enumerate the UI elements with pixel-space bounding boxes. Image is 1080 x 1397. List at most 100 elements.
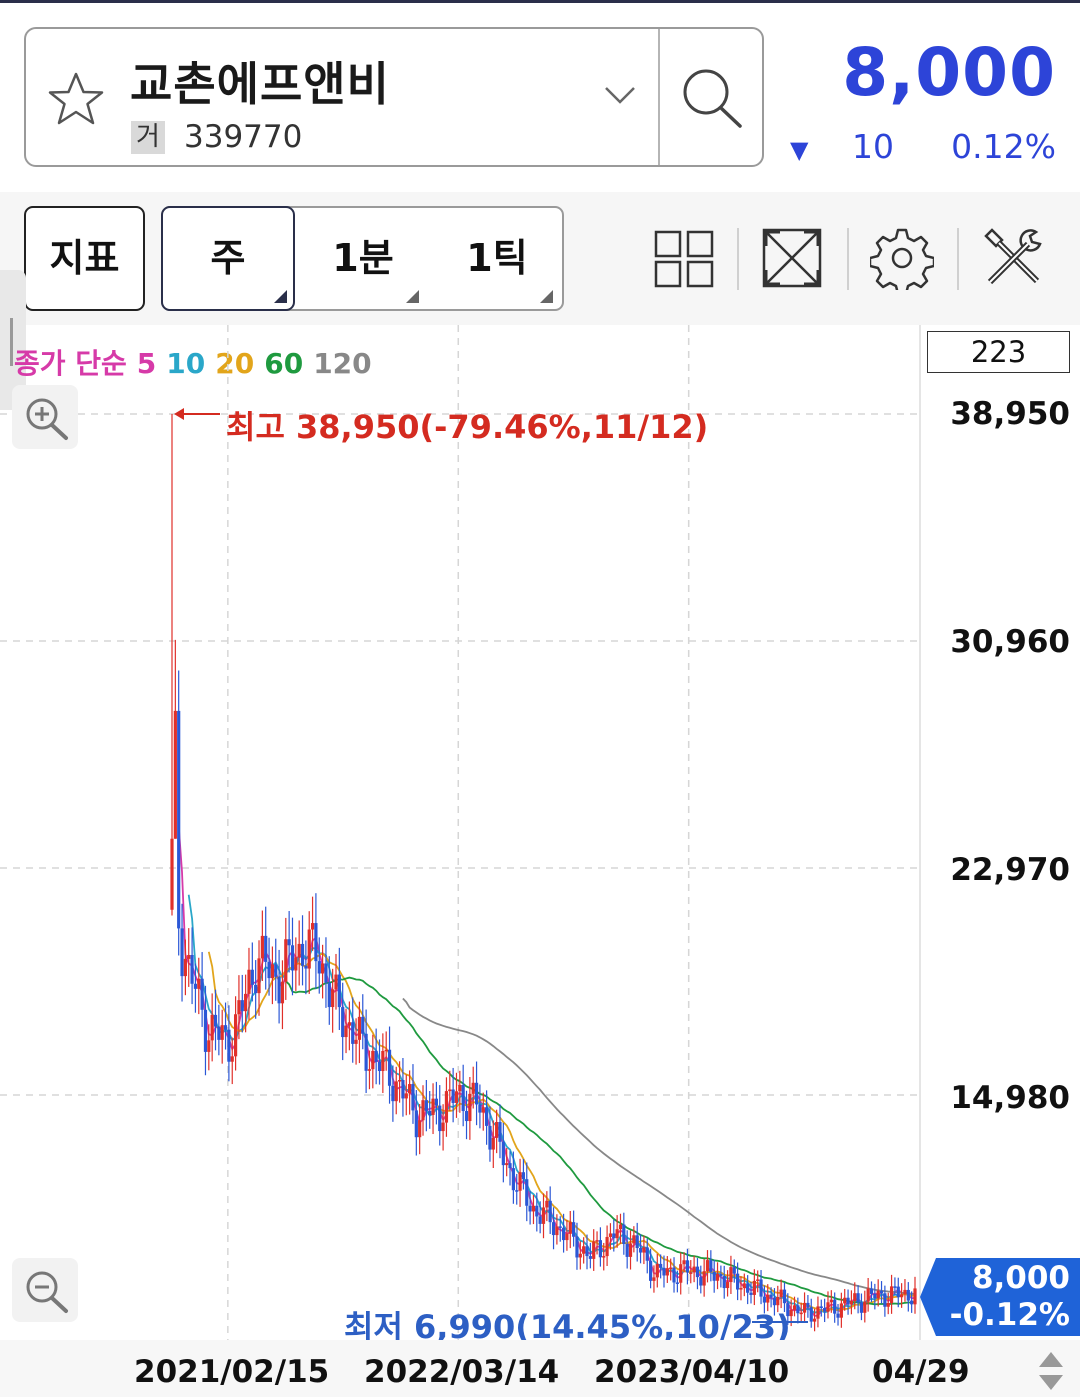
candle-body [595, 1240, 599, 1242]
low-price-annotation: 최저 6,990(14.45%,10/23) [344, 1308, 791, 1346]
period-week-button[interactable]: 주 [210, 236, 246, 280]
candle-body [863, 1301, 867, 1313]
zoom-in-icon[interactable] [12, 385, 78, 449]
x-tick-label: 2023/04/10 [594, 1354, 790, 1390]
candle-body [515, 1190, 519, 1192]
down-arrow-icon: ▼ [790, 136, 809, 164]
candle-body [448, 1089, 452, 1092]
tools-icon[interactable] [982, 226, 1046, 290]
candle-body [535, 1205, 539, 1217]
candle-body [766, 1294, 770, 1303]
candle-body [756, 1279, 760, 1281]
candle-body [434, 1098, 439, 1106]
star-favorite-icon[interactable] [44, 68, 108, 132]
candle-body [240, 1000, 244, 1012]
candle-body [692, 1266, 696, 1273]
candle-body [190, 954, 194, 984]
candle-body [561, 1227, 566, 1241]
candle-body [300, 943, 305, 966]
candle-body [551, 1222, 556, 1236]
candle-body [876, 1290, 880, 1299]
candle-body [200, 978, 204, 1010]
candle-body [307, 929, 311, 969]
candle-body [411, 1084, 415, 1111]
candle-body [903, 1289, 907, 1295]
legend-ma5: 5 [136, 347, 157, 380]
stock-name: 교촌에프앤비 [130, 57, 390, 111]
candle-body [856, 1293, 860, 1303]
candle-body [913, 1288, 917, 1305]
candle-body [287, 939, 291, 946]
candle-body [461, 1084, 465, 1112]
candle-body [782, 1289, 787, 1304]
candle-body [568, 1222, 572, 1234]
candle-body [886, 1302, 890, 1307]
candle-body [505, 1163, 509, 1166]
layout-grid-icon[interactable] [652, 226, 716, 290]
chevron-down-icon[interactable] [602, 82, 638, 108]
candle-body [290, 945, 295, 971]
candle-body [786, 1303, 790, 1317]
candle-body [478, 1104, 482, 1113]
x-axis-band [0, 1340, 1080, 1397]
candle-body [280, 981, 285, 1004]
candle-body [227, 1029, 231, 1062]
ma20-line [207, 951, 916, 1313]
candle-body [531, 1205, 536, 1212]
candle-body [819, 1306, 823, 1309]
indicator-button[interactable]: 지표 [24, 206, 145, 311]
candle-body [488, 1125, 492, 1150]
candle-body [294, 957, 298, 971]
candle-body [203, 1009, 208, 1052]
candle-body [836, 1313, 840, 1318]
candle-body [317, 961, 321, 974]
y-tick-label: 30,960 [950, 624, 1070, 660]
legend-ma20: 20 [215, 347, 255, 380]
candle-body [331, 989, 335, 1008]
candle-body [715, 1273, 720, 1281]
market-badge: 거 [131, 121, 165, 154]
fullscreen-icon[interactable] [760, 226, 824, 290]
current-price-tag-value: 8,000 [971, 1260, 1070, 1296]
candle-body [464, 1111, 469, 1122]
candle-body [746, 1283, 750, 1293]
scroll-updown-icon[interactable] [1036, 1350, 1066, 1392]
period-1tick-button[interactable]: 1틱 [466, 236, 528, 280]
candle-body [454, 1091, 459, 1103]
candle-body [605, 1236, 609, 1257]
search-icon[interactable] [676, 62, 748, 134]
candle-body [588, 1256, 592, 1259]
settings-gear-icon[interactable] [868, 226, 936, 296]
candle-body [441, 1122, 445, 1132]
candle-body [893, 1286, 897, 1288]
candle-body [879, 1290, 884, 1294]
legend-ma60: 60 [264, 347, 304, 380]
candle-body [705, 1260, 710, 1272]
candle-body [508, 1163, 512, 1169]
y-tick-label: 22,970 [950, 852, 1070, 888]
candle-body [193, 983, 198, 989]
candle-body [495, 1122, 499, 1138]
candle-body [267, 961, 271, 979]
candle-body [555, 1226, 559, 1236]
candle-body [260, 935, 264, 959]
zoom-out-icon[interactable] [12, 1258, 78, 1322]
candle-body [541, 1207, 546, 1224]
candle-body [659, 1263, 663, 1268]
candle-body [538, 1216, 542, 1224]
candle-body [695, 1266, 700, 1278]
candle-body [428, 1110, 432, 1115]
candle-body [230, 1056, 234, 1062]
candle-body [776, 1296, 780, 1306]
candle-body [431, 1098, 435, 1115]
candle-body [401, 1080, 405, 1099]
candle-body [220, 1025, 224, 1040]
candle-count-box[interactable]: 223 [927, 331, 1070, 373]
period-selected-frame [161, 206, 295, 311]
ma60-line [285, 976, 916, 1306]
candle-body [843, 1297, 847, 1304]
candle-body [545, 1200, 549, 1208]
price-chart[interactable] [0, 325, 1080, 1340]
candle-body [829, 1299, 833, 1303]
period-1min-button[interactable]: 1분 [332, 236, 394, 280]
